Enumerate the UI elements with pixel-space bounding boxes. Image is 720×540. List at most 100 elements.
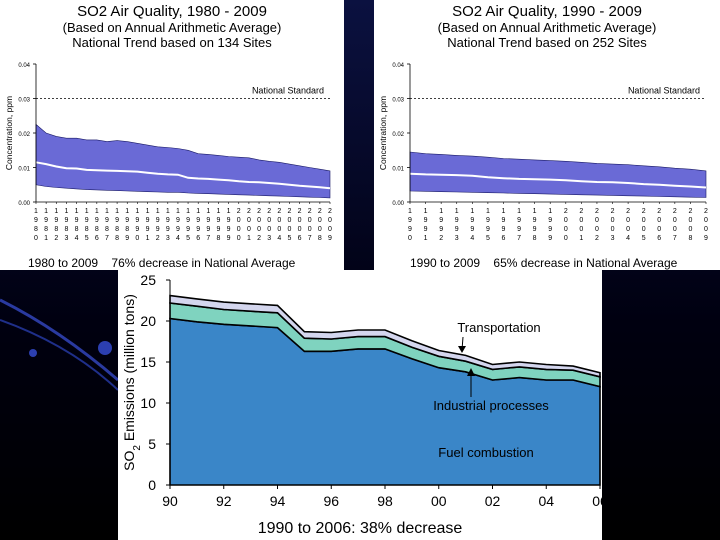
x-tick-label: 8 (34, 226, 38, 233)
x-tick-label: 0 (704, 226, 708, 233)
x-tick-label: 9 (227, 235, 231, 242)
x-tick-label: 1 (579, 235, 583, 242)
y-tick-label: 0.04 (18, 63, 30, 69)
x-tick-label: 2 (277, 208, 281, 215)
x-tick-label: 2 (642, 208, 646, 215)
x-tick-label: 1 (156, 208, 160, 215)
so2-trend-chart-1990: 0.04 0.03 0.02 0.01 0.00 Concentration, ppm Na… (378, 63, 708, 242)
x-tick-label: 4 (277, 235, 281, 242)
x-tick-label: 1 (206, 208, 210, 215)
x-tick-label: 9 (408, 226, 412, 233)
x-tick-label: 8 (105, 226, 109, 233)
footer-range: 1980 to 2009 (28, 256, 99, 270)
x-tick-label: 8 (75, 226, 79, 233)
x-tick-label: 1 (217, 208, 221, 215)
x-tick-label: 4 (626, 235, 630, 242)
x-tick-label: 5 (287, 235, 291, 242)
x-tick-label: 9 (166, 226, 170, 233)
x-tick-label: 0 (564, 226, 568, 233)
y-tick-label: 0.02 (18, 132, 30, 138)
x-tick-label: 0 (308, 226, 312, 233)
x-tick-label: 0 (318, 226, 322, 233)
x-tick-label: 4 (470, 235, 474, 242)
y-axis-label: Concentration, ppm (4, 96, 14, 170)
chart-footer: 1980 to 2009 76% decrease in National Av… (28, 256, 305, 270)
x-tick-label: 8 (95, 226, 99, 233)
x-tick-label: 0 (657, 217, 661, 224)
x-tick-label: 0 (308, 217, 312, 224)
x-tick-label: 9 (64, 217, 68, 224)
y-tick-label: 0.01 (392, 167, 404, 173)
x-tick-label: 2 (298, 208, 302, 215)
x-tick-label: 2 (267, 208, 271, 215)
x-tick-label: 0 (237, 226, 241, 233)
x-tick-label: 9 (146, 217, 150, 224)
x-tick-label: 1 (146, 208, 150, 215)
x-tick-label: 9 (176, 217, 180, 224)
x-tick-label: 1 (135, 208, 139, 215)
x-tick-label: 9 (196, 217, 200, 224)
x-tick-label: 9 (54, 217, 58, 224)
x-tick-label: 8 (125, 226, 129, 233)
x-tick-label: 0 (298, 226, 302, 233)
x-tick-label: 8 (64, 226, 68, 233)
x-tick-label: 2 (54, 235, 58, 242)
x-tick-label: 3 (64, 235, 68, 242)
x-tick-label: 9 (146, 226, 150, 233)
x-tick-label: 8 (318, 235, 322, 242)
x-tick-label: 5 (85, 235, 89, 242)
x-tick-label: 0 (642, 217, 646, 224)
x-tick-label: 9 (206, 226, 210, 233)
x-tick-label: 9 (217, 226, 221, 233)
transportation-arrowhead (458, 346, 466, 353)
x-tick-label: 2 (595, 235, 599, 242)
x-tick-label: 0 (318, 217, 322, 224)
x-tick-label: 2 (704, 208, 708, 215)
x-tick-label: 1 (85, 208, 89, 215)
x-tick-label: 0 (688, 217, 692, 224)
x-tick-label: 0 (328, 226, 332, 233)
x-tick-label: 0 (267, 226, 271, 233)
x-tick-label: 0 (626, 226, 630, 233)
x-tick-label: 0 (247, 217, 251, 224)
x-tick-label: 98 (377, 493, 393, 509)
x-tick-label: 9 (125, 235, 129, 242)
x-tick-label: 3 (267, 235, 271, 242)
x-tick-label: 0 (287, 226, 291, 233)
x-tick-label: 1 (470, 208, 474, 215)
footer-decrease: 65% decrease in National Average (493, 256, 678, 270)
y-tick-label: 0.00 (392, 201, 404, 207)
so2-trend-chart-1980: 0.04 0.03 0.02 0.01 0.00 Concentration, ppm Na… (4, 63, 332, 242)
national-average-line (35, 161, 331, 190)
national-standard-label: National Standard (252, 86, 324, 96)
x-tick-label: 0 (277, 217, 281, 224)
x-tick-label: 9 (548, 217, 552, 224)
x-tick-label: 8 (533, 235, 537, 242)
x-tick-label: 2 (156, 235, 160, 242)
x-tick-label: 7 (206, 235, 210, 242)
x-tick-label: 2 (318, 208, 322, 215)
x-tick-label: 3 (166, 235, 170, 242)
x-tick-label: 0 (579, 217, 583, 224)
x-tick-label: 1 (408, 208, 412, 215)
x-tick-label: 0 (595, 217, 599, 224)
so2-emissions-stacked-chart: 0 5 10 15 20 25 90 92 94 96 98 00 02 04 06 SO2 Emission… (121, 272, 602, 509)
x-tick-label: 5 (642, 235, 646, 242)
x-tick-label: 9 (156, 217, 160, 224)
x-tick-label: 3 (611, 235, 615, 242)
x-tick-label: 0 (277, 226, 281, 233)
x-tick-label: 9 (176, 226, 180, 233)
x-tick-label: 8 (115, 226, 119, 233)
x-tick-label: 0 (626, 217, 630, 224)
transportation-area (169, 294, 601, 378)
y-tick-label: 20 (140, 313, 156, 329)
chart-title: SO2 Air Quality, 1990 - 2009 (452, 3, 642, 20)
x-tick-label: 9 (486, 226, 490, 233)
x-tick-label: 0 (247, 226, 251, 233)
x-tick-label: 9 (227, 217, 231, 224)
emissions-chart-panel: 0 5 10 15 20 25 90 92 94 96 98 00 02 04 06 SO2 Emission… (118, 270, 602, 540)
chart-subtitle-sites: National Trend based on 134 Sites (72, 35, 272, 50)
x-tick-label: 9 (135, 226, 139, 233)
x-tick-label: 1 (176, 208, 180, 215)
x-tick-label: 9 (455, 217, 459, 224)
